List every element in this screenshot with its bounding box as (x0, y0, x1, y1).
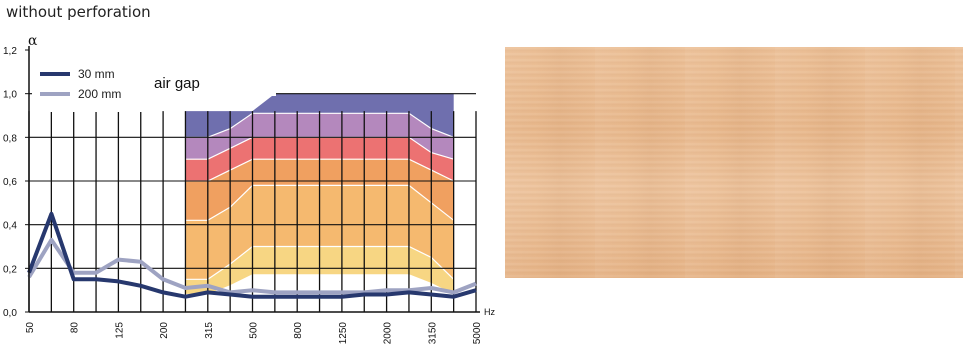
y-tick-label-6: 1,2 (3, 46, 17, 57)
legend-label-30mm: 30 mm (78, 67, 115, 81)
absorption-chart: 0,0 0,2 0,4 0,6 0,8 1,0 1,2 α 50 80 125 200 315 500 80… (3, 33, 495, 344)
y-tick-label-5: 1,0 (3, 90, 17, 101)
y-axis-label: α (28, 33, 38, 49)
chart-series (27, 211, 477, 299)
annotation-background (150, 64, 276, 96)
x-tick-label-125: 125 (114, 322, 125, 339)
chart-axes: 0,0 0,2 0,4 0,6 0,8 1,0 1,2 α 50 80 125 200 315 500 80… (3, 33, 495, 344)
x-tick-label-800: 800 (293, 322, 304, 339)
x-tick-label-50: 50 (25, 322, 36, 334)
x-tick-label-5000: 5000 (472, 322, 483, 345)
x-tick-label-2000: 2000 (383, 322, 394, 345)
x-tick-label-500: 500 (249, 322, 260, 339)
wood-panel-sample-image (505, 47, 963, 278)
y-tick-label-0: 0,0 (3, 308, 17, 319)
y-tick-label-2: 0,4 (3, 221, 17, 232)
y-tick-label-3: 0,6 (3, 177, 17, 188)
x-axis-unit: Hz (484, 307, 495, 317)
chart-heading: without perforation (6, 3, 151, 21)
y-tick-label-4: 0,8 (3, 133, 17, 144)
legend-background (32, 62, 152, 112)
x-tick-label-1250: 1250 (338, 322, 349, 345)
air-gap-annotation: air gap (154, 75, 200, 92)
y-tick-label-1: 0,2 (3, 264, 17, 275)
x-tick-label-200: 200 (159, 322, 170, 339)
x-tick-label-80: 80 (70, 322, 81, 334)
x-tick-label-315: 315 (204, 322, 215, 339)
x-tick-label-3150: 3150 (427, 322, 438, 345)
series-line-0 (27, 211, 477, 299)
series-line-1 (27, 237, 477, 295)
legend-label-200mm: 200 mm (78, 87, 121, 101)
chart-legend: 30 mm 200 mm (32, 62, 152, 112)
